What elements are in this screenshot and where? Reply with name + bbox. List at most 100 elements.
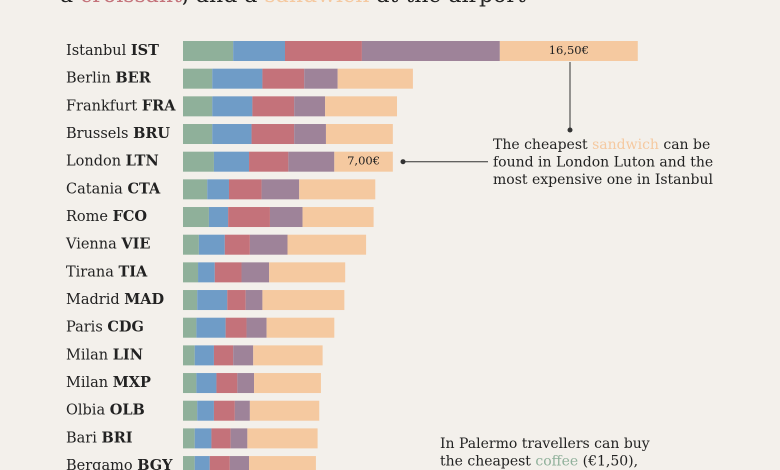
bar-segment bbox=[299, 179, 376, 200]
bar-segment bbox=[228, 179, 262, 200]
bar-segment bbox=[196, 373, 217, 394]
bar-segment bbox=[288, 151, 335, 172]
bar-segment bbox=[183, 373, 197, 394]
bar-segment bbox=[194, 428, 212, 449]
annotation-part: coffee bbox=[535, 454, 578, 470]
value-label: 16,50€ bbox=[549, 43, 589, 57]
bar-segment bbox=[207, 179, 229, 200]
category-label: Berlin BER bbox=[66, 70, 152, 87]
bar-segment bbox=[196, 317, 226, 338]
bar-segment bbox=[249, 151, 289, 172]
annotation: The cheapest sandwich can be bbox=[493, 137, 710, 153]
bar-segment bbox=[209, 456, 230, 470]
category-label: Paris CDG bbox=[66, 319, 144, 336]
bar-segment bbox=[253, 345, 323, 366]
annotation-part: The cheapest bbox=[493, 137, 592, 153]
bar-segment bbox=[294, 124, 326, 145]
bar-segment bbox=[261, 179, 300, 200]
bar-segment bbox=[212, 124, 252, 145]
category-label: Milan LIN bbox=[66, 346, 143, 363]
bar-segment bbox=[228, 207, 270, 228]
bar-segment bbox=[229, 456, 250, 470]
bar-segment bbox=[254, 373, 321, 394]
bar-segment bbox=[198, 234, 225, 255]
title-part: croissant bbox=[80, 0, 182, 8]
category-label: Bari BRI bbox=[66, 429, 133, 446]
bar-segment bbox=[262, 290, 345, 311]
bar-segment bbox=[325, 96, 398, 117]
bar-segment bbox=[197, 290, 228, 311]
bar-segment bbox=[183, 68, 213, 89]
bar-segment bbox=[337, 68, 413, 89]
bar-segment bbox=[302, 207, 374, 228]
bar-segment bbox=[198, 262, 215, 283]
bar-segment bbox=[251, 124, 295, 145]
bar-segment bbox=[252, 96, 295, 117]
category-label: Frankfurt FRA bbox=[66, 97, 176, 114]
annotation-part: the cheapest bbox=[440, 454, 535, 470]
title-part: sandwich bbox=[264, 0, 369, 8]
bar-segment bbox=[249, 400, 320, 421]
bar-segment bbox=[183, 151, 214, 172]
bar-segment bbox=[325, 124, 393, 145]
bar-segment bbox=[211, 428, 231, 449]
category-label: Milan MXP bbox=[66, 374, 151, 391]
bar-segment bbox=[249, 456, 316, 470]
annotation: most expensive one in Istanbul bbox=[493, 172, 714, 188]
category-label: Rome FCO bbox=[66, 208, 147, 225]
bar-segment bbox=[214, 262, 242, 283]
bar-segment bbox=[284, 41, 362, 61]
bar-segment bbox=[230, 428, 248, 449]
annotation-part: can be bbox=[659, 137, 710, 153]
bar-segment bbox=[269, 207, 303, 228]
chart-title: a croissant, and a sandwich at the airpo… bbox=[60, 0, 526, 8]
annotation: found in London Luton and the bbox=[493, 155, 713, 171]
bar-segment bbox=[213, 345, 234, 366]
bar-segment bbox=[183, 234, 199, 255]
bar-segment bbox=[225, 317, 247, 338]
bar-segment bbox=[361, 41, 500, 61]
bar-segment bbox=[247, 428, 318, 449]
bar-segment bbox=[183, 207, 209, 228]
bar-segment bbox=[294, 96, 326, 117]
bar-segment bbox=[287, 234, 367, 255]
bar-segment bbox=[234, 400, 250, 421]
bar-segment bbox=[269, 262, 346, 283]
bar-segment bbox=[194, 456, 210, 470]
bar-segment bbox=[233, 345, 254, 366]
connector-dot bbox=[567, 127, 573, 133]
bar-segment bbox=[183, 428, 195, 449]
bar-segment bbox=[212, 96, 253, 117]
bar-segment bbox=[183, 456, 195, 470]
bar-segment bbox=[183, 345, 195, 366]
category-label: Olbia OLB bbox=[66, 402, 145, 419]
bar-segment bbox=[216, 373, 238, 394]
bar-segment bbox=[212, 68, 263, 89]
bar-segment bbox=[499, 41, 638, 61]
category-label: Vienna VIE bbox=[65, 236, 150, 253]
bar-segment bbox=[262, 68, 305, 89]
bar-segment bbox=[194, 345, 214, 366]
bar-segment bbox=[197, 400, 214, 421]
bar-segment bbox=[246, 317, 267, 338]
bar-segment bbox=[224, 234, 250, 255]
bar-segment bbox=[183, 124, 213, 145]
title-part: a bbox=[60, 0, 80, 8]
bar-segment bbox=[213, 400, 235, 421]
bar-segment bbox=[227, 290, 246, 311]
annotation-part: sandwich bbox=[592, 137, 659, 153]
bar-segment bbox=[241, 262, 270, 283]
bar-segment bbox=[208, 207, 229, 228]
bar-segment bbox=[183, 96, 213, 117]
bar-segment bbox=[183, 179, 208, 200]
annotation: In Palermo travellers can buy bbox=[440, 436, 650, 452]
bar-segment bbox=[233, 41, 285, 61]
bar-segment bbox=[183, 290, 198, 311]
annotation-part: (€1,50), bbox=[578, 454, 638, 470]
bar-segment bbox=[183, 41, 234, 61]
bar-segment bbox=[304, 68, 338, 89]
title-part: , and a bbox=[182, 0, 264, 8]
category-label: Brussels BRU bbox=[66, 125, 170, 142]
category-label: Istanbul IST bbox=[66, 42, 159, 59]
